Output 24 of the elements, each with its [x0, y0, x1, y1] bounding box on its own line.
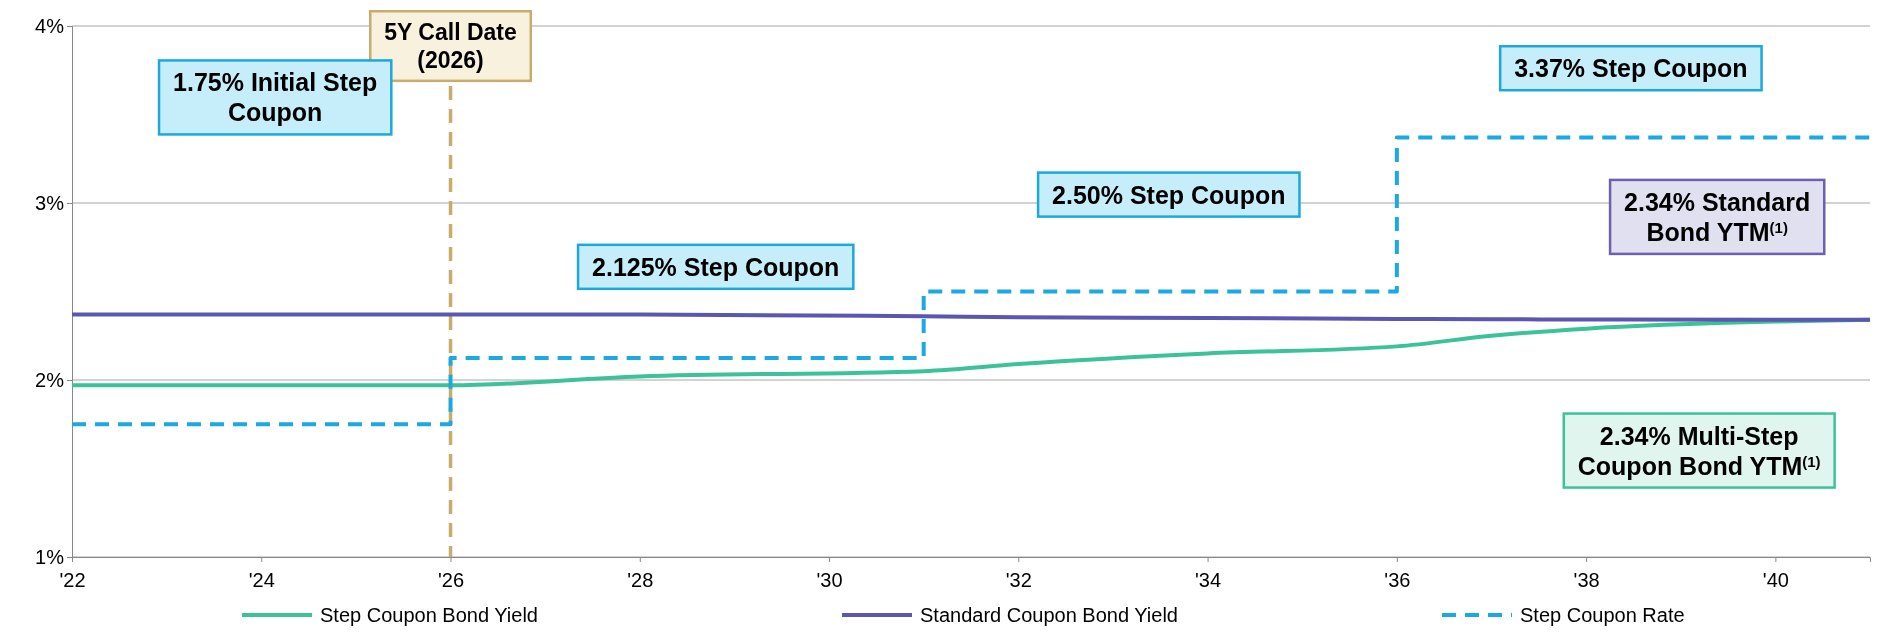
x-tick-label: '22	[59, 569, 86, 591]
ref-line-label: 5Y Call Date (2026)	[384, 19, 517, 73]
y-tick-label: 2%	[35, 368, 65, 391]
annotation: 1.75% Initial Step Coupon	[173, 68, 378, 127]
x-tick-label: '30	[816, 569, 843, 591]
x-tick-label: '34	[1195, 569, 1222, 591]
x-tick-label: '28	[627, 569, 654, 591]
annotation: 2.125% Step Coupon	[592, 252, 840, 281]
legend-label: Step Coupon Bond Yield	[320, 604, 538, 626]
legend-label: Standard Coupon Bond Yield	[920, 604, 1178, 626]
x-tick-label: '24	[248, 569, 275, 591]
x-tick-label: '32	[1005, 569, 1032, 591]
x-tick-label: '38	[1573, 569, 1600, 591]
annotation: 2.50% Step Coupon	[1052, 180, 1286, 209]
annotation: 3.37% Step Coupon	[1514, 54, 1748, 83]
y-tick-label: 3%	[35, 191, 65, 214]
annotation: 2.34% Multi-Step Coupon Bond YTM$^{(1)}$	[1577, 421, 1821, 480]
legend-label: Step Coupon Rate	[1520, 604, 1685, 626]
annotation: 2.34% Standard Bond YTM$^{(1)}$	[1624, 187, 1811, 246]
y-tick-label: 1%	[35, 545, 65, 568]
x-tick-label: '40	[1762, 569, 1789, 591]
y-tick-label: 4%	[35, 14, 65, 37]
x-tick-label: '26	[437, 569, 465, 591]
x-tick-label: '36	[1384, 569, 1411, 591]
